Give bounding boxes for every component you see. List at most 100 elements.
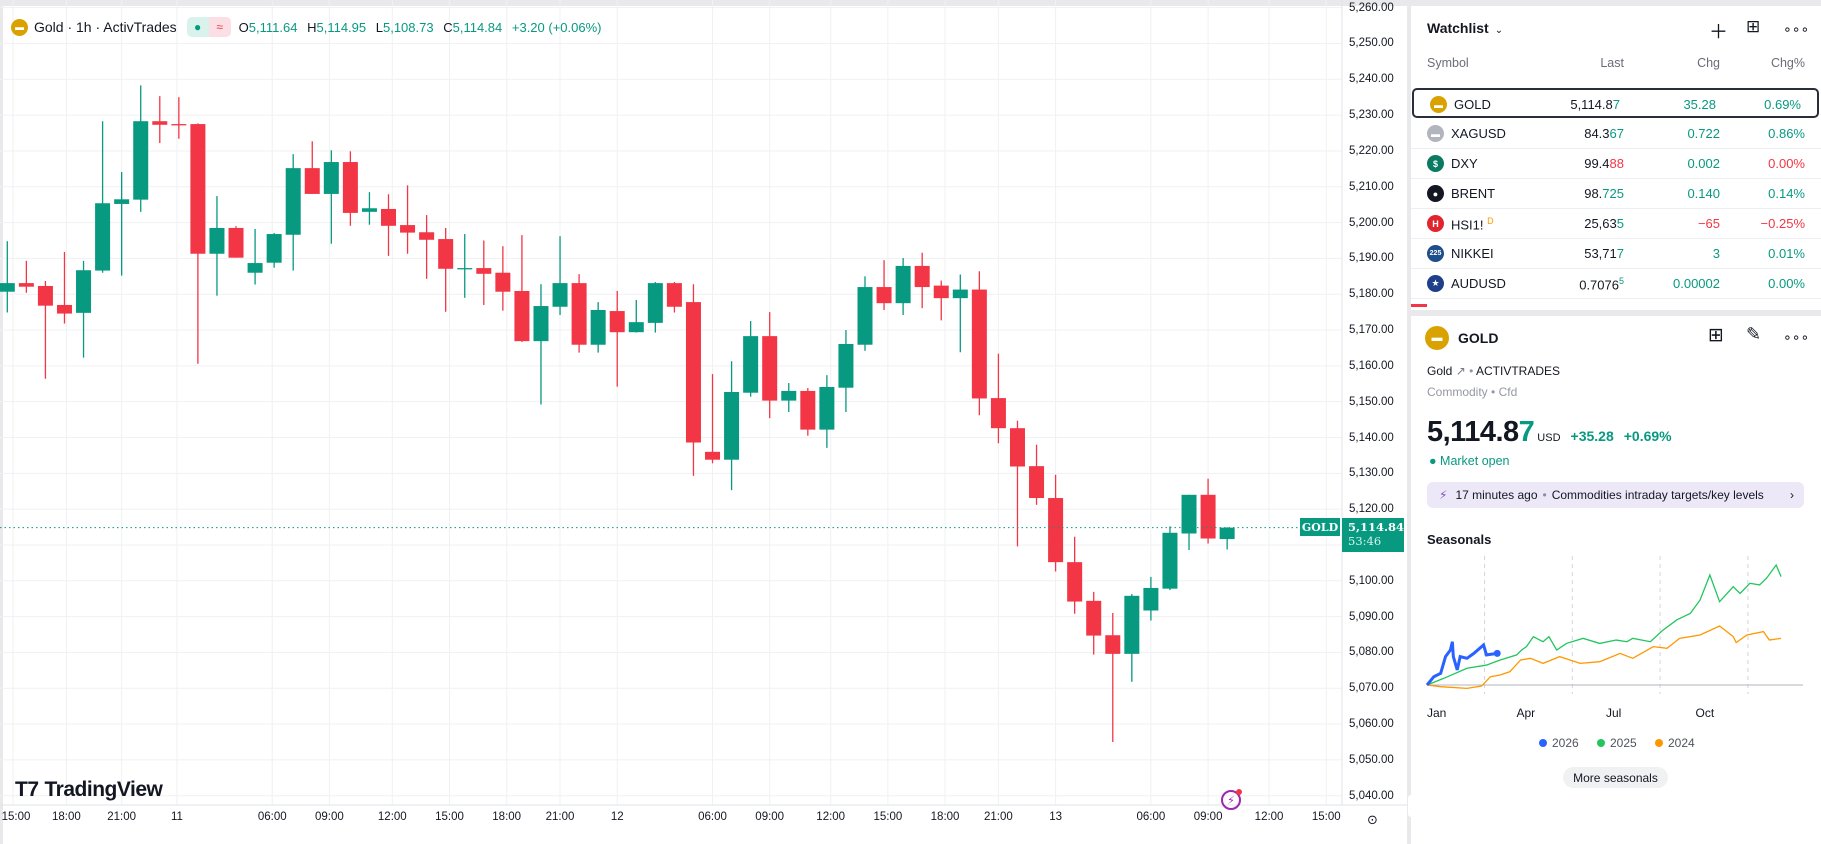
watchlist-title[interactable]: Watchlist ⌄ xyxy=(1427,20,1503,36)
candle-body xyxy=(495,272,511,292)
chart-pane[interactable]: ▬ Gold · 1h · ActivTrades ● ≈ O5,111.64 H… xyxy=(0,0,1407,844)
candle-body xyxy=(304,168,320,194)
candle xyxy=(476,240,492,305)
candle-body xyxy=(1105,635,1121,654)
time-tick-label: 15:00 xyxy=(1,811,31,823)
row-last-base: 98. xyxy=(1584,186,1603,201)
lightning-alert-icon[interactable]: ⚡ xyxy=(1221,789,1242,810)
table-icon[interactable]: ⊞ xyxy=(1746,17,1761,36)
news-banner[interactable]: ⚡ 17 minutes ago • Commodities intraday t… xyxy=(1427,482,1804,508)
external-link-icon[interactable]: ↗ xyxy=(1455,364,1466,378)
seasonal-line-2025 xyxy=(1426,563,1782,686)
edit-icon[interactable]: ✎ xyxy=(1746,324,1762,344)
candle-body xyxy=(1009,428,1025,467)
candle xyxy=(1219,527,1235,550)
more-icon[interactable]: ∘∘∘ xyxy=(1783,21,1810,37)
logo-text: TradingView xyxy=(44,778,163,801)
row-chg: 3 xyxy=(1712,246,1720,261)
candle-body xyxy=(762,336,778,401)
legend-item-2024[interactable]: 2024 xyxy=(1655,736,1695,750)
row-last-hi: 7 xyxy=(1616,246,1624,261)
currency: USD xyxy=(1537,432,1561,444)
seasonals-chart[interactable]: Jan Apr Jul Oct xyxy=(1411,546,1821,726)
candle xyxy=(361,192,377,225)
row-chg: −65 xyxy=(1697,216,1720,231)
partial-row-marker xyxy=(1411,304,1427,307)
type-text: Commodity xyxy=(1427,385,1488,399)
column-chg-percent[interactable]: Chg% xyxy=(1770,56,1805,70)
symbol-title[interactable]: Gold · 1h · ActivTrades xyxy=(34,19,177,35)
hsi-icon: H xyxy=(1427,215,1444,232)
time-tick-label: 15:00 xyxy=(435,811,464,823)
price-tick-label: 5,170.00 xyxy=(1349,324,1394,337)
instrument-name[interactable]: Gold xyxy=(1427,364,1453,378)
watchlist-row[interactable]: $ DXY 99.488 0.002 0.00% xyxy=(1411,149,1821,179)
candle xyxy=(685,284,701,476)
candle xyxy=(190,123,206,364)
candle xyxy=(0,241,15,313)
price-tick-label: 5,120.00 xyxy=(1349,503,1394,516)
price-tick-label: 5,220.00 xyxy=(1349,144,1394,157)
watchlist-row[interactable]: ▬ GOLD 5,114.87 35.28 0.69% xyxy=(1412,88,1819,118)
candle xyxy=(895,258,911,315)
candle-body xyxy=(952,289,968,299)
more-icon[interactable]: ∘∘∘ xyxy=(1783,329,1810,345)
row-symbol: DXY xyxy=(1451,156,1478,171)
price-tick-label: 5,100.00 xyxy=(1349,574,1394,587)
candle-body xyxy=(133,121,149,200)
candle xyxy=(323,150,339,244)
row-symbol-text: DXY xyxy=(1451,156,1478,171)
row-symbol: BRENT xyxy=(1451,186,1495,201)
tradingview-logo[interactable]: T7 TradingView xyxy=(15,778,163,802)
candle-body xyxy=(419,232,435,240)
row-chg: 0.140 xyxy=(1687,186,1720,201)
time-tick-label: 12:00 xyxy=(377,811,407,823)
candle xyxy=(285,154,301,271)
market-status-pill[interactable]: ● ≈ xyxy=(186,17,231,37)
row-last-base: 84.3 xyxy=(1584,126,1610,141)
chart-settings-eye-icon[interactable]: ⊙ xyxy=(1367,812,1378,827)
candle xyxy=(1086,591,1102,655)
time-tick-label: 11 xyxy=(170,811,183,823)
oil-drop-icon: ● xyxy=(1427,185,1444,202)
candle xyxy=(609,290,625,387)
column-symbol[interactable]: Symbol xyxy=(1427,56,1469,70)
instrument-type: Commodity • Cfd xyxy=(1427,385,1518,399)
watchlist-row[interactable]: ★ AUDUSD 0.70765 0.00002 0.00% xyxy=(1411,269,1821,299)
watchlist-row-partial[interactable] xyxy=(1411,299,1821,310)
details-symbol: GOLD xyxy=(1458,330,1499,346)
row-chg-percent: 0.69% xyxy=(1764,97,1801,112)
silver-icon: ▬ xyxy=(1427,125,1444,142)
candle-body xyxy=(1219,527,1235,540)
candle xyxy=(1105,613,1121,742)
legend-item-2025[interactable]: 2025 xyxy=(1597,736,1637,750)
candle-body xyxy=(323,162,339,194)
watchlist-panel: Watchlist ⌄ ＋ ⊞ ∘∘∘ Symbol Last Chg Chg% … xyxy=(1411,6,1821,310)
gold-icon: ▬ xyxy=(1430,96,1447,113)
watchlist-row[interactable]: ● BRENT 98.725 0.140 0.14% xyxy=(1411,179,1821,209)
watchlist-row[interactable]: ▬ XAGUSD 84.367 0.722 0.86% xyxy=(1411,119,1821,149)
big-price: 5,114.87 xyxy=(1427,416,1535,448)
legend-item-2026[interactable]: 2026 xyxy=(1539,736,1579,750)
grid-layout-icon[interactable]: ⊞ xyxy=(1708,325,1724,346)
watchlist-row[interactable]: 225 NIKKEI 53,717 3 0.01% xyxy=(1411,239,1821,269)
row-symbol: GOLD xyxy=(1454,97,1491,112)
legend-dot-icon xyxy=(1597,739,1605,747)
candle xyxy=(1067,536,1083,614)
instrument-line: Gold ↗ • ACTIVTRADES xyxy=(1427,364,1560,378)
column-last[interactable]: Last xyxy=(1600,56,1624,70)
candle-body xyxy=(705,451,721,460)
row-last-hi: 67 xyxy=(1609,126,1624,141)
candle-body xyxy=(1143,587,1159,611)
candle xyxy=(1143,576,1159,621)
watchlist-row[interactable]: H HSI1! D 25,635 −65 −0.25% xyxy=(1411,209,1821,239)
plus-icon[interactable]: ＋ xyxy=(1709,22,1729,43)
column-chg[interactable]: Chg xyxy=(1697,56,1720,70)
price-base: 5,114.8 xyxy=(1427,416,1519,448)
more-seasonals-button[interactable]: More seasonals xyxy=(1563,767,1668,788)
price-tick-label: 5,250.00 xyxy=(1349,37,1394,50)
candle xyxy=(266,232,282,268)
month-label: Jul xyxy=(1606,706,1621,720)
price-tick-label: 5,180.00 xyxy=(1349,288,1394,301)
candlestick-chart[interactable] xyxy=(0,0,1407,844)
